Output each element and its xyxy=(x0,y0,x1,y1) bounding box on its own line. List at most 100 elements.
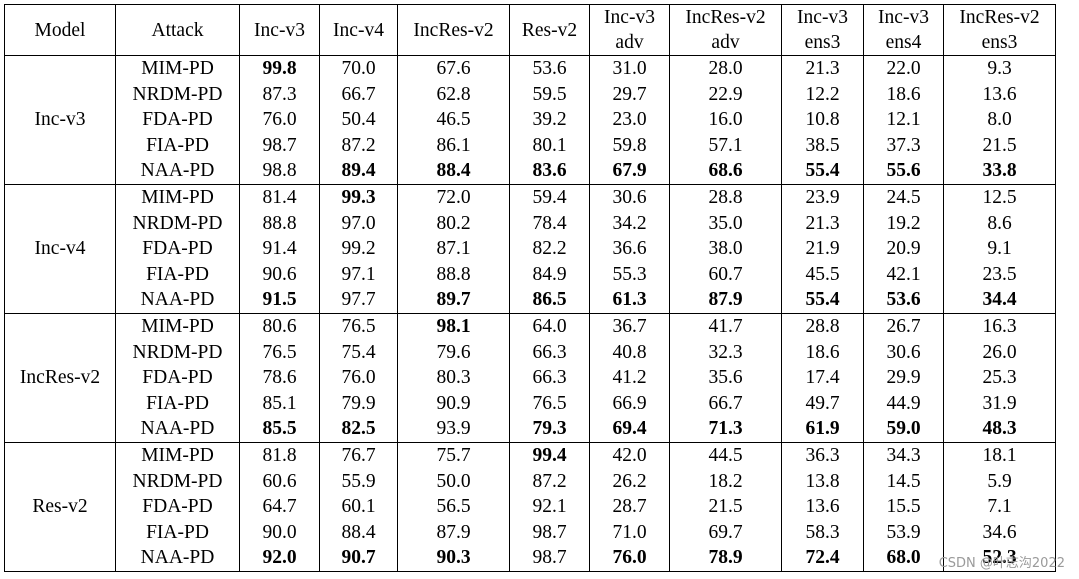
value-text: 34.2 xyxy=(612,212,647,234)
value-text: 80.1 xyxy=(532,134,567,156)
value-text: 66.3 xyxy=(532,367,567,389)
value-text: 59.4 xyxy=(532,186,567,208)
value-cell: 30.6 xyxy=(589,184,670,211)
value-text: 90.7 xyxy=(341,547,376,569)
value-cell: 92.0 xyxy=(239,545,320,572)
value-text: 68.6 xyxy=(708,160,743,182)
value-cell: 8.6 xyxy=(943,210,1056,237)
value-text: 66.9 xyxy=(612,392,647,414)
value-cell: 98.7 xyxy=(509,545,590,572)
value-cell: 79.3 xyxy=(509,416,590,443)
value-text: 12.2 xyxy=(805,83,840,105)
value-cell: 81.4 xyxy=(239,184,320,211)
value-cell: 21.3 xyxy=(781,55,864,82)
attack-cell: FDA-PD xyxy=(115,494,240,520)
value-cell: 32.3 xyxy=(669,339,782,366)
value-cell: 18.1 xyxy=(943,442,1056,469)
value-text: 12.5 xyxy=(982,186,1017,208)
value-text: 34.3 xyxy=(886,444,921,466)
value-text: 28.8 xyxy=(708,186,743,208)
value-text: 15.5 xyxy=(886,496,921,518)
value-text: 21.5 xyxy=(982,134,1017,156)
value-text: 55.9 xyxy=(341,470,376,492)
value-text: 13.8 xyxy=(805,470,840,492)
value-cell: 85.5 xyxy=(239,416,320,443)
value-text: 12.1 xyxy=(886,109,921,131)
value-cell: 82.2 xyxy=(509,236,590,262)
value-cell: 33.8 xyxy=(943,158,1056,185)
header-col: Inc-v4 xyxy=(319,4,398,56)
value-cell: 29.9 xyxy=(863,365,944,391)
table-row: Inc-v4 MIM-PD 81.4 99.3 72.0 59.4 30.6 28.8 23.9… xyxy=(4,184,1056,314)
value-cell: 17.4 xyxy=(781,365,864,391)
value-cell: 39.2 xyxy=(509,107,590,133)
value-text: 98.7 xyxy=(532,521,567,543)
value-cell: 19.2 xyxy=(863,210,944,237)
value-text: 70.0 xyxy=(341,58,376,79)
value-text: 91.4 xyxy=(262,238,297,260)
value-cell: 36.6 xyxy=(589,236,670,262)
value-text: 34.6 xyxy=(982,521,1017,543)
value-cell: 89.7 xyxy=(397,287,510,314)
value-text: 37.3 xyxy=(886,134,921,156)
value-cell: 34.2 xyxy=(589,210,670,237)
value-cell: 62.8 xyxy=(397,81,510,108)
value-cell: 68.6 xyxy=(669,158,782,185)
table-row: FIA-PD 85.1 79.9 90.9 76.5 66.9 66.7 49.7 44.9 31… xyxy=(5,390,1056,417)
value-cell: 36.3 xyxy=(781,442,864,469)
value-text: 99.3 xyxy=(341,186,376,208)
value-cell: 44.9 xyxy=(863,390,944,417)
value-cell: 66.9 xyxy=(589,390,670,417)
value-text: 41.2 xyxy=(612,367,647,389)
table-row: FDA-PD 76.0 50.4 46.5 39.2 23.0 16.0 10.8 12.1 8.… xyxy=(5,107,1056,133)
value-cell: 14.5 xyxy=(863,468,944,495)
value-cell: 12.2 xyxy=(781,81,864,108)
value-text: 49.7 xyxy=(805,392,840,414)
value-text: 79.9 xyxy=(341,392,376,414)
value-cell: 22.0 xyxy=(863,55,944,82)
value-text: 75.7 xyxy=(436,444,471,466)
value-text: 21.3 xyxy=(805,58,840,79)
value-text: 50.0 xyxy=(436,470,471,492)
value-text: 64.0 xyxy=(532,315,567,337)
value-cell: 66.3 xyxy=(509,339,590,366)
value-text: 45.5 xyxy=(805,263,840,285)
value-text: 36.3 xyxy=(805,444,840,466)
value-text: 76.5 xyxy=(532,392,567,414)
table-row: FDA-PD 64.7 60.1 56.5 92.1 28.7 21.5 13.6 15.5 7.… xyxy=(5,494,1056,520)
value-cell: 34.6 xyxy=(943,519,1056,546)
attack-cell: FIA-PD xyxy=(115,519,240,546)
value-cell: 66.7 xyxy=(319,81,398,108)
value-text: 23.9 xyxy=(805,186,840,208)
value-cell: 98.7 xyxy=(239,132,320,159)
value-text: 82.2 xyxy=(532,238,567,260)
value-text: 90.3 xyxy=(436,547,471,569)
value-text: 8.6 xyxy=(987,212,1012,234)
value-text: 85.1 xyxy=(262,392,297,414)
value-cell: 90.9 xyxy=(397,390,510,417)
value-cell: 89.4 xyxy=(319,158,398,185)
header-model: Model xyxy=(4,4,116,56)
value-text: 92.1 xyxy=(532,496,567,518)
value-text: 61.3 xyxy=(612,289,647,311)
attack-cell: FIA-PD xyxy=(115,390,240,417)
value-text: 93.9 xyxy=(436,418,471,440)
value-cell: 69.7 xyxy=(669,519,782,546)
table-row: FIA-PD 90.6 97.1 88.8 84.9 55.3 60.7 45.5 42.1 23… xyxy=(5,261,1056,288)
value-text: 59.8 xyxy=(612,134,647,156)
value-cell: 20.9 xyxy=(863,236,944,262)
value-text: 26.0 xyxy=(982,341,1017,363)
value-cell: 59.8 xyxy=(589,132,670,159)
table-row: NAA-PD 91.5 97.7 89.7 86.5 61.3 87.9 55.4 53.6 34… xyxy=(5,287,1056,314)
value-cell: 55.6 xyxy=(863,158,944,185)
value-cell: 87.9 xyxy=(397,519,510,546)
value-cell: 42.1 xyxy=(863,261,944,288)
value-cell: 88.4 xyxy=(397,158,510,185)
value-cell: 18.6 xyxy=(781,339,864,366)
value-cell: 16.3 xyxy=(943,313,1056,340)
value-text: 66.7 xyxy=(341,83,376,105)
header-col-line1: IncRes-v2 xyxy=(669,4,782,30)
value-text: 99.8 xyxy=(262,58,297,79)
value-cell: 83.6 xyxy=(509,158,590,185)
value-cell: 70.0 xyxy=(319,55,398,82)
